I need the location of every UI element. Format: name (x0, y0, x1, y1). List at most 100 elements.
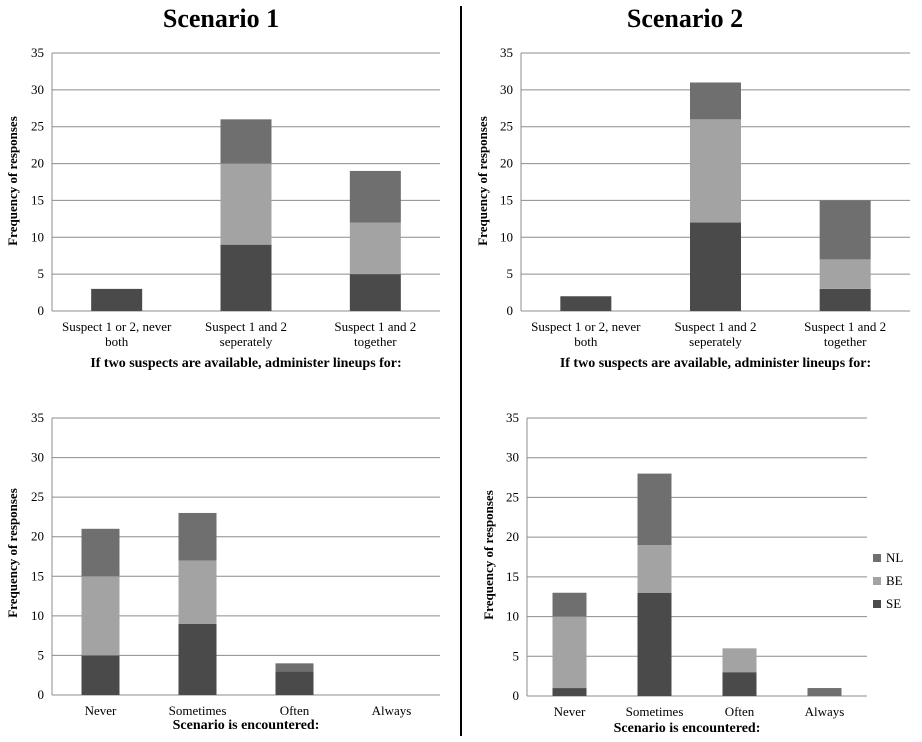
bar-se-1 (220, 244, 272, 311)
bar-be-1 (637, 545, 672, 593)
y-tick-label: 35 (500, 45, 513, 60)
legend-swatch-se (873, 599, 881, 608)
bar-se-2 (819, 288, 871, 311)
x-axis-title: If two suspects are available, administe… (560, 356, 871, 371)
y-tick-label: 30 (500, 82, 513, 97)
bar-nl-1 (220, 119, 272, 164)
bar-nl-2 (275, 663, 314, 672)
x-tick-label: Sometimes (169, 703, 227, 718)
legend-label-nl: NL (886, 549, 904, 565)
bar-se-0 (552, 688, 587, 696)
bar-nl-2 (349, 170, 401, 223)
y-tick-label: 25 (31, 119, 44, 134)
bar-se-0 (81, 655, 120, 695)
bar-se-2 (722, 672, 757, 696)
bar-nl-1 (637, 473, 672, 546)
legend-swatch-nl (873, 553, 881, 562)
y-tick-label: 5 (513, 648, 520, 663)
x-tick-label: Never (85, 703, 117, 718)
x-tick-label: seperately (689, 334, 742, 349)
y-tick-label: 10 (500, 229, 513, 244)
x-tick-label: Often (280, 703, 310, 718)
scenario-1-title: Scenario 1 (162, 4, 280, 33)
y-tick-label: 0 (507, 303, 514, 318)
bar-nl-0 (81, 528, 120, 577)
y-axis-title: Frequency of responses (481, 490, 496, 620)
y-tick-label: 5 (507, 266, 514, 281)
x-tick-label: Always (372, 703, 412, 718)
legend-swatch-be (873, 576, 881, 585)
x-tick-label: Suspect 1 or 2, never (531, 319, 641, 334)
y-tick-label: 25 (31, 489, 44, 504)
y-axis-title: Frequency of responses (475, 116, 490, 246)
bar-be-0 (552, 616, 587, 689)
y-tick-label: 35 (31, 45, 44, 60)
legend-label-be: BE (886, 572, 903, 588)
x-axis-title: Scenario is encountered: (614, 721, 761, 736)
x-tick-label: Suspect 1 and 2 (334, 319, 416, 334)
y-tick-label: 10 (506, 609, 519, 624)
bar-nl-3 (807, 688, 842, 696)
x-tick-label: Suspect 1 and 2 (804, 319, 886, 334)
bar-be-1 (220, 163, 272, 245)
bar-se-1 (178, 623, 217, 695)
y-tick-label: 15 (506, 569, 519, 584)
legend-item-nl: NL (873, 546, 921, 569)
bar-se-1 (690, 222, 741, 311)
x-tick-label: both (105, 334, 129, 349)
y-tick-label: 0 (513, 688, 520, 703)
bar-be-2 (722, 648, 757, 673)
y-tick-label: 25 (506, 489, 519, 504)
x-tick-label: both (574, 334, 598, 349)
y-tick-label: 15 (500, 192, 513, 207)
y-tick-label: 20 (500, 156, 513, 171)
x-tick-label: Suspect 1 or 2, never (62, 319, 172, 334)
x-tick-label: together (354, 334, 397, 349)
chart-scenario2-encountered: 0 5 10 15 20 25 30 35 Never Sometimes Often Always S… (481, 410, 867, 736)
y-tick-label: 25 (500, 119, 513, 134)
y-tick-label: 15 (31, 192, 44, 207)
scenario-2-title: Scenario 2 (626, 4, 744, 33)
y-tick-label: 20 (506, 529, 519, 544)
y-tick-label: 20 (31, 529, 44, 544)
y-tick-label: 0 (38, 303, 45, 318)
y-tick-label: 30 (506, 450, 519, 465)
bar-nl-0 (552, 592, 587, 617)
y-axis-title: Frequency of responses (5, 488, 20, 618)
x-tick-label: seperately (220, 334, 273, 349)
legend: NL BE SE (873, 546, 921, 615)
x-tick-label: Suspect 1 and 2 (205, 319, 287, 334)
bar-se-1 (637, 592, 672, 696)
y-tick-label: 20 (31, 156, 44, 171)
bar-nl-1 (178, 512, 217, 561)
legend-item-be: BE (873, 569, 921, 592)
y-tick-label: 10 (31, 229, 44, 244)
y-tick-label: 15 (31, 568, 44, 583)
legend-label-se: SE (886, 595, 902, 611)
y-tick-label: 10 (31, 608, 44, 623)
bar-se-2 (349, 274, 401, 311)
bar-se-0 (91, 288, 143, 311)
y-tick-label: 30 (31, 82, 44, 97)
bar-se-0 (560, 296, 612, 311)
x-tick-label: Suspect 1 and 2 (675, 319, 757, 334)
bar-se-2 (275, 671, 314, 695)
x-tick-label: Always (805, 704, 845, 719)
y-tick-label: 30 (31, 450, 44, 465)
chart-scenario1-encountered: 0 5 10 15 20 25 30 35 Never Sometimes Often Always S… (5, 410, 440, 733)
bar-be-0 (81, 576, 120, 656)
y-tick-label: 35 (31, 410, 44, 425)
y-tick-label: 5 (38, 266, 45, 281)
y-tick-label: 35 (506, 410, 519, 425)
y-tick-label: 5 (38, 647, 45, 662)
x-axis-title: If two suspects are available, administe… (90, 356, 401, 371)
bar-nl-2 (819, 200, 871, 260)
bar-be-2 (349, 222, 401, 275)
y-axis-title: Frequency of responses (5, 116, 20, 246)
x-tick-label: Sometimes (626, 704, 684, 719)
x-tick-label: Never (554, 704, 586, 719)
bar-nl-1 (690, 82, 741, 120)
y-tick-label: 0 (38, 687, 45, 702)
bar-be-2 (819, 259, 871, 289)
